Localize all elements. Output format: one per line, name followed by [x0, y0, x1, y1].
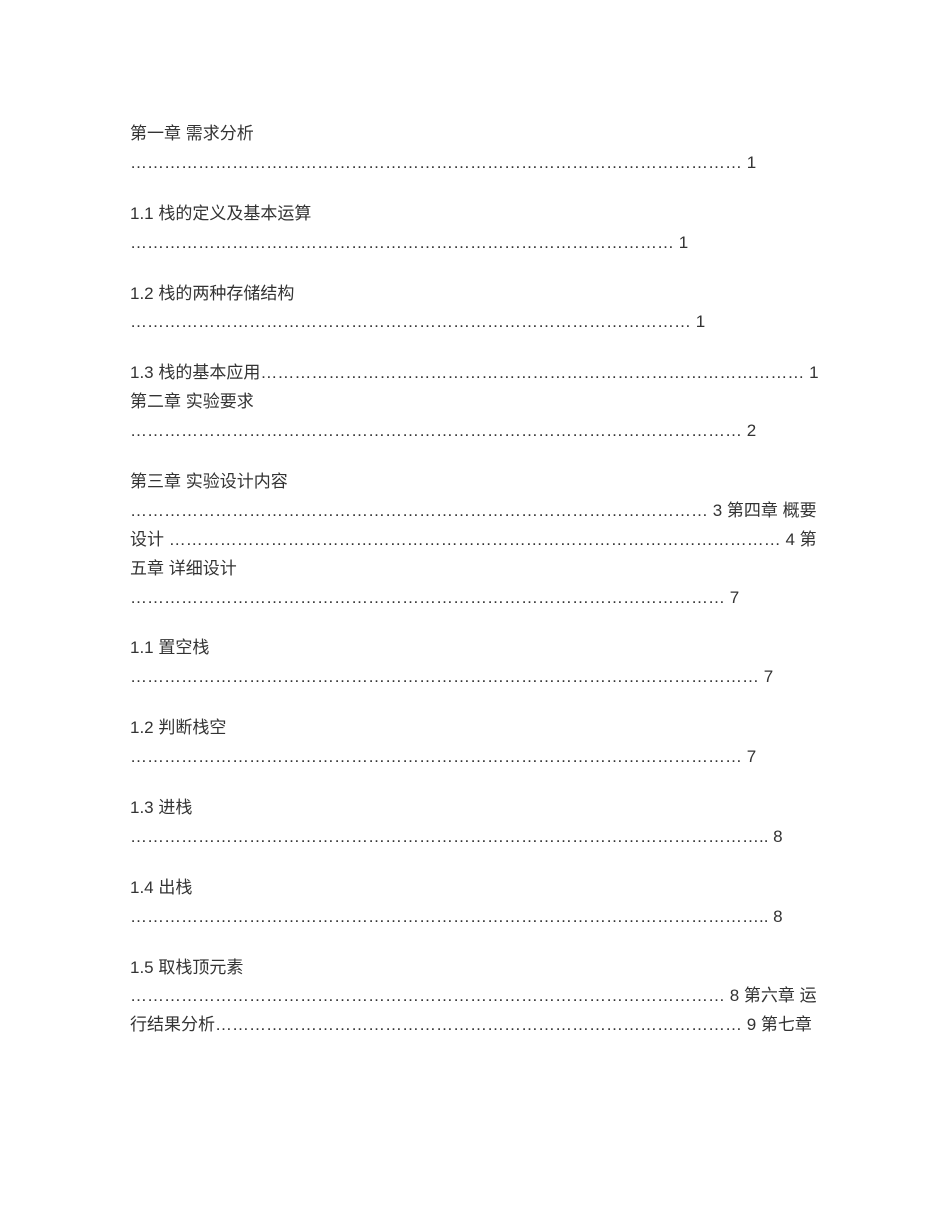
toc-line: ……………………………………………………………………………………………… 1	[130, 149, 820, 178]
toc-entry: 1.3 栈的基本应用…………………………………………………………………………………	[130, 359, 820, 446]
table-of-contents: 第一章 需求分析………………………………………………………………………………………	[130, 120, 820, 1040]
toc-line: …………………………………………………………………………………… 1	[130, 229, 820, 258]
toc-line: 第三章 实验设计内容	[130, 468, 820, 497]
toc-line: …………………………………………………………………………………………… 7	[130, 584, 820, 613]
toc-line: ………………………………………………………………………………………………….. …	[130, 903, 820, 932]
toc-line: 1.1 置空栈	[130, 634, 820, 663]
toc-entry: 1.1 置空栈…………………………………………………………………………………………	[130, 634, 820, 692]
toc-entry: 1.3 进栈……………………………………………………………………………………………	[130, 794, 820, 852]
toc-line: 1.1 栈的定义及基本运算	[130, 200, 820, 229]
toc-entry: 1.2 判断栈空………………………………………………………………………………………	[130, 714, 820, 772]
toc-entry: 1.2 栈的两种存储结构……………………………………………………………………………	[130, 280, 820, 338]
toc-line: 1.3 栈的基本应用…………………………………………………………………………………	[130, 359, 820, 417]
document-page: 第一章 需求分析………………………………………………………………………………………	[0, 0, 950, 1122]
toc-line: 1.4 出栈	[130, 874, 820, 903]
toc-line: 第一章 需求分析	[130, 120, 820, 149]
toc-line: ……………………………………………………………………………………………… 2	[130, 417, 820, 446]
toc-entry: 1.5 取栈顶元素……………………………………………………………………………………	[130, 954, 820, 1041]
toc-line: ……………………………………………………………………………………… 1	[130, 308, 820, 337]
toc-entry: 第一章 需求分析………………………………………………………………………………………	[130, 120, 820, 178]
toc-line: …………………………………………………………………………………………… 8 第六…	[130, 982, 820, 1040]
toc-line: 1.3 进栈	[130, 794, 820, 823]
toc-line: ………………………………………………………………………………………… 3 第四章…	[130, 497, 820, 584]
toc-line: 1.2 栈的两种存储结构	[130, 280, 820, 309]
toc-line: 1.5 取栈顶元素	[130, 954, 820, 983]
toc-entry: 第三章 实验设计内容…………………………………………………………………………………	[130, 468, 820, 612]
toc-line: ………………………………………………………………………………………………….. …	[130, 823, 820, 852]
toc-line: ………………………………………………………………………………………………… 7	[130, 663, 820, 692]
toc-entry: 1.1 栈的定义及基本运算…………………………………………………………………………	[130, 200, 820, 258]
toc-line: ……………………………………………………………………………………………… 7	[130, 743, 820, 772]
toc-line: 1.2 判断栈空	[130, 714, 820, 743]
toc-entry: 1.4 出栈……………………………………………………………………………………………	[130, 874, 820, 932]
